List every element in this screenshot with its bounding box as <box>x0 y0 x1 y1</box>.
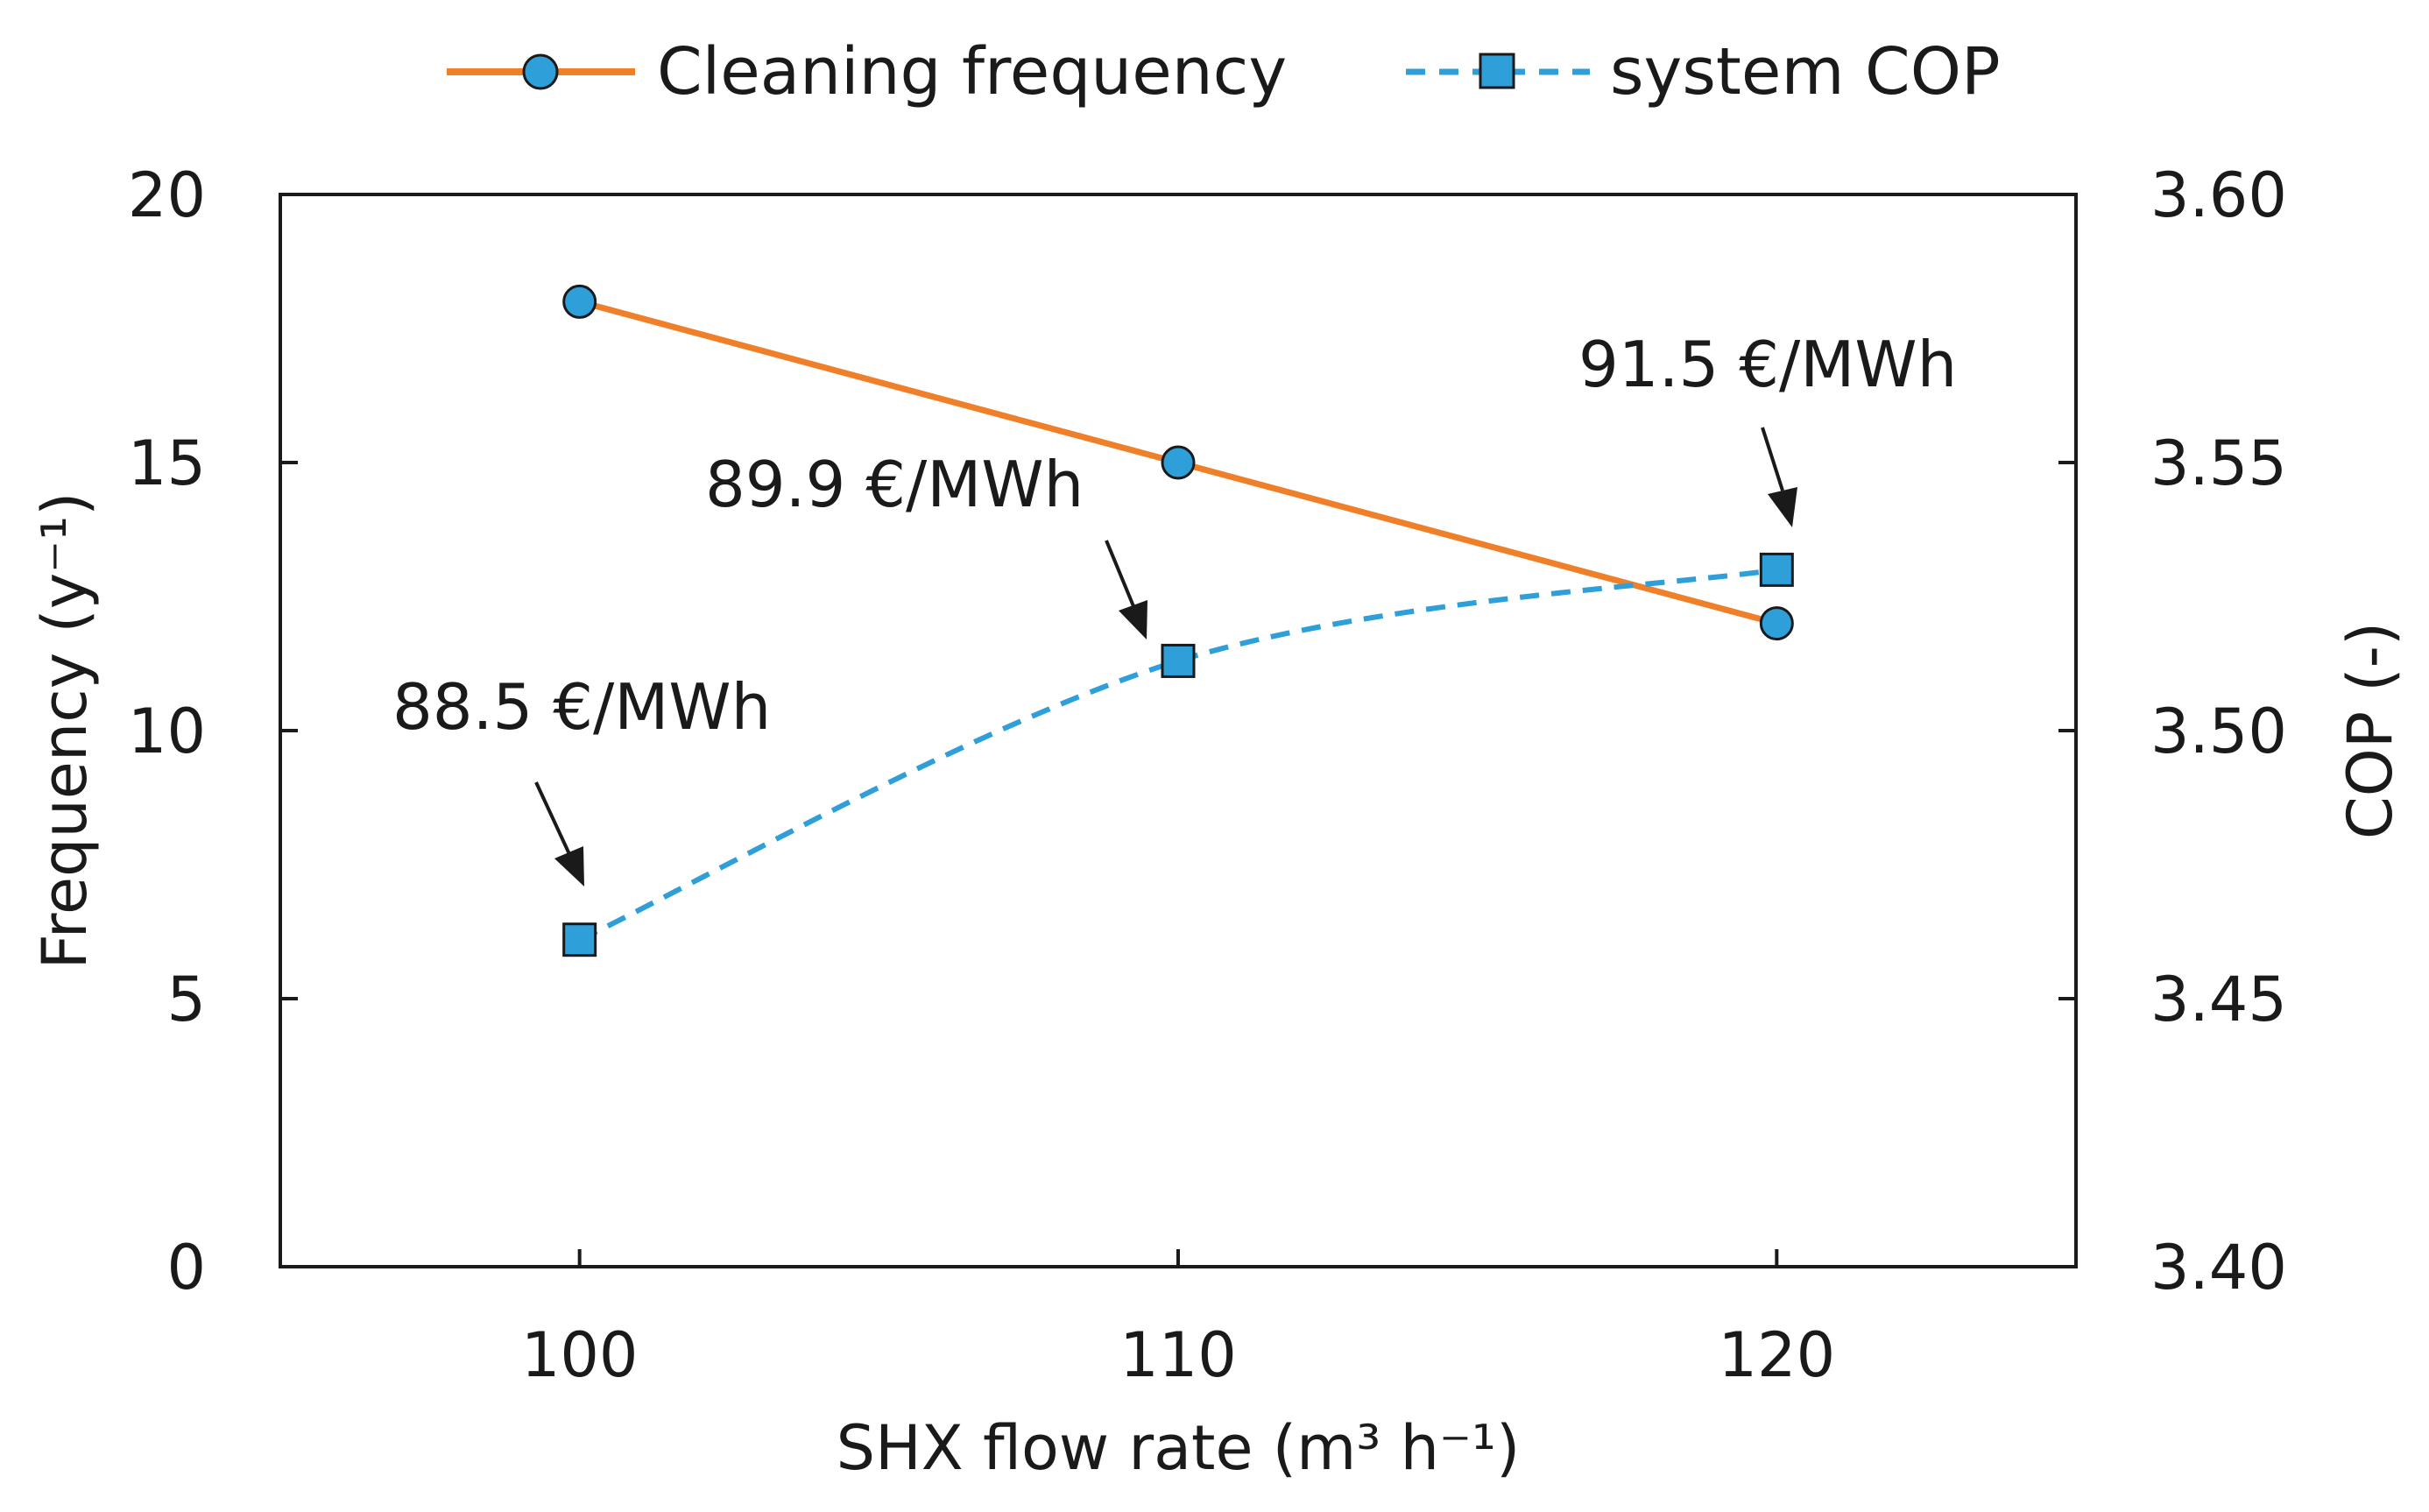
legend-marker-cleaning-frequency <box>522 53 559 90</box>
point-system-cop <box>1161 643 1196 678</box>
annotations: 88.5 €/MWh 89.9 €/MWh 91.5 €/MWh <box>392 328 1957 887</box>
point-system-cop <box>562 922 597 957</box>
y-axis-right-title: COP (-) <box>2334 622 2406 839</box>
annotation-arrow-100 <box>534 781 584 887</box>
y-axis-left: 0 5 10 15 20 <box>128 159 298 1304</box>
legend-marker-system-cop <box>1479 53 1515 89</box>
x-tick-label: 120 <box>1719 1319 1836 1391</box>
annotation-label-120: 91.5 €/MWh <box>1578 328 1957 401</box>
y-right-tick-label: 3.45 <box>2150 964 2287 1035</box>
x-tick-label: 110 <box>1119 1319 1237 1391</box>
y-right-tick-label: 3.40 <box>2150 1232 2287 1304</box>
legend: Cleaning frequency system COP <box>447 34 2001 110</box>
y-right-tick-label: 3.50 <box>2150 696 2287 767</box>
y-left-tick-label: 5 <box>166 964 206 1035</box>
y-axis-right: 3.40 3.45 3.50 3.55 3.60 <box>2058 159 2287 1304</box>
annotation-label-100: 88.5 €/MWh <box>392 670 771 744</box>
x-axis: 100 110 120 <box>521 1249 1835 1391</box>
point-cleaning-frequency <box>562 284 597 319</box>
series-line-system-cop <box>578 567 1777 943</box>
series-layer <box>562 284 1794 957</box>
legend-label-system-cop: system COP <box>1610 34 2001 110</box>
y-left-tick-label: 10 <box>128 696 206 767</box>
annotation-label-110: 89.9 €/MWh <box>705 448 1084 521</box>
y-axis-left-title: Frequency (y⁻¹) <box>29 492 101 970</box>
y-left-tick-label: 20 <box>128 159 206 231</box>
point-system-cop <box>1759 552 1794 587</box>
point-cleaning-frequency <box>1161 445 1196 480</box>
legend-label-cleaning-frequency: Cleaning frequency <box>657 34 1287 110</box>
y-right-tick-label: 3.55 <box>2150 427 2287 499</box>
annotation-arrow-110 <box>1105 540 1147 639</box>
point-cleaning-frequency <box>1759 606 1794 641</box>
y-right-tick-label: 3.60 <box>2150 159 2287 231</box>
x-axis-title: SHX flow rate (m³ h⁻¹) <box>837 1412 1521 1484</box>
y-left-tick-label: 15 <box>128 427 206 499</box>
annotation-arrow-120 <box>1761 427 1797 527</box>
y-left-tick-label: 0 <box>166 1232 206 1304</box>
x-tick-label: 100 <box>521 1319 639 1391</box>
